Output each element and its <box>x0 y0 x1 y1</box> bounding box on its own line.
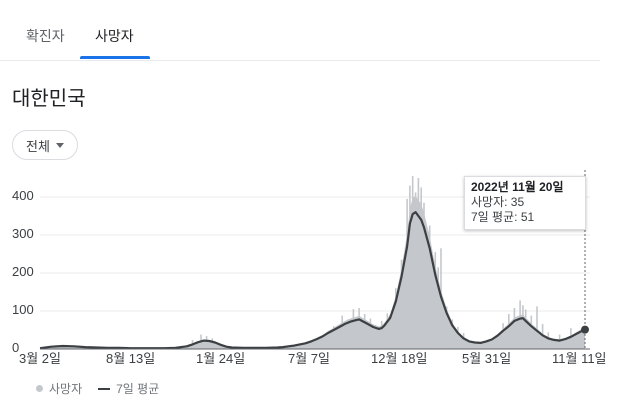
y-tick-0: 0 <box>12 340 19 355</box>
deaths-bar <box>341 315 343 349</box>
deaths-bar <box>530 315 533 349</box>
y-tick-100: 100 <box>12 302 34 317</box>
seven-day-average-path <box>39 211 586 350</box>
deaths-bar <box>423 202 425 349</box>
y-tick-400: 400 <box>12 188 34 203</box>
deaths-bar <box>211 338 214 349</box>
region-title: 대한민국 <box>12 88 86 110</box>
deaths-bar <box>400 259 403 349</box>
hover-point <box>581 325 589 334</box>
x-tick-2: 8월 13일 <box>106 351 155 366</box>
deaths-bar <box>437 267 439 349</box>
deaths-bar <box>558 334 561 349</box>
deaths-bar <box>428 225 431 349</box>
chart-tooltip: 2022년 11월 20일 사망자: 35 7일 평균: 51 <box>464 176 586 230</box>
deaths-bar <box>420 187 422 349</box>
deaths-bar <box>67 347 69 349</box>
deaths-bar <box>547 332 550 349</box>
deaths-bar <box>358 308 360 349</box>
legend-deaths-label: 사망자 <box>49 382 83 396</box>
chevron-down-icon <box>55 142 64 148</box>
legend-average-swatch <box>98 387 111 390</box>
x-tick-3: 1월 24일 <box>196 351 245 366</box>
deaths-bar <box>434 252 437 349</box>
tooltip-average: 7일 평균: 51 <box>471 210 535 224</box>
y-axis-ticks: 0 100 200 300 400 <box>12 188 34 355</box>
deaths-bar <box>380 320 383 349</box>
deaths-bar <box>363 314 366 349</box>
deaths-bar <box>508 314 510 349</box>
chart-legend: 사망자 7일 평균 <box>36 380 159 397</box>
x-tick-4: 7월 7일 <box>288 351 330 366</box>
x-tick-1: 3월 2일 <box>19 351 61 366</box>
deaths-bar <box>570 328 572 349</box>
deaths-bar <box>205 336 208 349</box>
deaths-chart[interactable]: 0 100 200 300 400 3월 2일 8월 13일 1월 24일 7월… <box>0 170 621 375</box>
tooltip-deaths: 사망자: 35 <box>471 195 525 209</box>
legend-deaths-swatch <box>36 385 43 392</box>
x-tick-6: 5월 31일 <box>462 351 511 366</box>
deaths-bar <box>522 305 524 349</box>
active-tab-indicator <box>80 56 150 59</box>
deaths-bar <box>347 319 349 349</box>
deaths-bar <box>524 309 527 349</box>
deaths-bar <box>332 326 335 349</box>
tab-cases[interactable]: 확진자 <box>26 28 65 44</box>
deaths-bar <box>417 178 420 349</box>
period-filter-dropdown[interactable]: 전체 <box>12 130 78 160</box>
seven-day-average-line <box>39 211 586 350</box>
x-axis-ticks: 3월 2일 8월 13일 1월 24일 7월 7일 12월 18일 5월 31일… <box>19 351 607 366</box>
deaths-bar <box>457 327 459 349</box>
deaths-bar <box>352 309 355 349</box>
filter-label: 전체 <box>26 138 50 154</box>
tab-deaths[interactable]: 사망자 <box>95 28 134 44</box>
y-tick-300: 300 <box>12 226 34 241</box>
deaths-bar <box>519 300 521 349</box>
deaths-bar <box>386 313 389 349</box>
deaths-bar <box>369 318 372 349</box>
deaths-bar <box>414 192 417 349</box>
deaths-bar <box>536 306 538 349</box>
deaths-bar <box>411 176 414 349</box>
y-tick-200: 200 <box>12 264 34 279</box>
deaths-bar <box>462 333 465 349</box>
x-tick-7: 11월 11일 <box>552 351 607 366</box>
x-tick-5: 12월 18일 <box>371 351 427 366</box>
tab-bar: 확진자 사망자 <box>0 0 600 61</box>
deaths-bar <box>395 288 397 349</box>
deaths-bar <box>406 198 408 349</box>
deaths-bar <box>513 308 516 349</box>
tooltip-date: 2022년 11월 20일 <box>471 180 564 194</box>
legend-average-label: 7일 평균 <box>116 382 160 396</box>
deaths-bar <box>502 323 504 349</box>
deaths-bar <box>445 306 448 349</box>
deaths-bar <box>409 185 411 349</box>
deaths-bar <box>451 319 454 349</box>
